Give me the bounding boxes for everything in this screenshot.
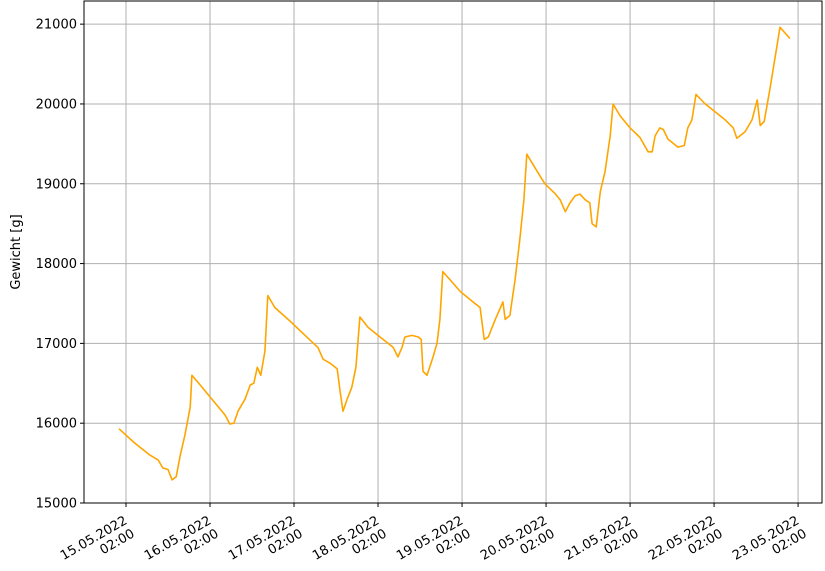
y-axis-label: Gewicht [g] — [9, 214, 24, 289]
y-tick-label: 17000 — [36, 337, 77, 352]
y-tick-label: 18000 — [36, 257, 77, 272]
weight-line — [118, 26, 791, 481]
y-tick-label: 16000 — [36, 417, 77, 432]
x-tick-label: 16.05.202202:00 — [142, 513, 221, 571]
x-tick-label: 21.05.202202:00 — [562, 513, 641, 571]
x-tick-label: 17.05.202202:00 — [226, 513, 305, 571]
x-tick-label: 23.05.202202:00 — [730, 513, 809, 571]
x-tick-label: 22.05.202202:00 — [646, 513, 725, 571]
x-tick-label: 15.05.202202:00 — [58, 513, 137, 571]
x-tick-label: 19.05.202202:00 — [394, 513, 473, 571]
y-tick-label: 20000 — [36, 97, 77, 112]
y-tick-label: 19000 — [36, 177, 77, 192]
plot-frame — [83, 0, 823, 504]
x-tick-label: 18.05.202202:00 — [310, 513, 389, 571]
x-tick-label: 20.05.202202:00 — [478, 513, 557, 571]
y-tick-label: 15000 — [36, 497, 77, 512]
y-tick-label: 21000 — [36, 18, 77, 33]
